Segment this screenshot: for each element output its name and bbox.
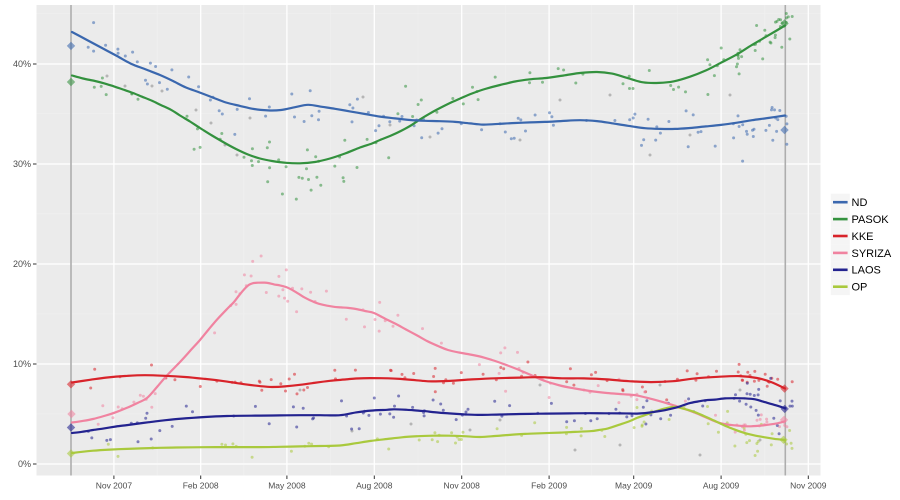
svg-text:OP: OP — [852, 282, 868, 294]
svg-text:Aug 2008: Aug 2008 — [356, 481, 393, 491]
svg-text:May 2009: May 2009 — [615, 481, 653, 491]
svg-text:Feb 2009: Feb 2009 — [531, 481, 567, 491]
svg-text:Aug 2009: Aug 2009 — [703, 481, 740, 491]
svg-text:ND: ND — [852, 197, 868, 209]
svg-text:0%: 0% — [18, 459, 31, 469]
svg-text:SYRIZA: SYRIZA — [852, 248, 892, 260]
svg-text:10%: 10% — [13, 359, 31, 369]
svg-text:Nov 2008: Nov 2008 — [444, 481, 481, 491]
svg-text:PASOK: PASOK — [852, 214, 890, 226]
svg-text:Nov 2009: Nov 2009 — [790, 481, 827, 491]
svg-text:30%: 30% — [13, 159, 31, 169]
svg-text:Nov 2007: Nov 2007 — [96, 481, 133, 491]
svg-text:LAOS: LAOS — [852, 265, 881, 277]
svg-text:KKE: KKE — [852, 231, 874, 243]
svg-text:20%: 20% — [13, 259, 31, 269]
svg-text:May 2008: May 2008 — [268, 481, 306, 491]
svg-text:Feb 2008: Feb 2008 — [183, 481, 219, 491]
svg-text:40%: 40% — [13, 59, 31, 69]
